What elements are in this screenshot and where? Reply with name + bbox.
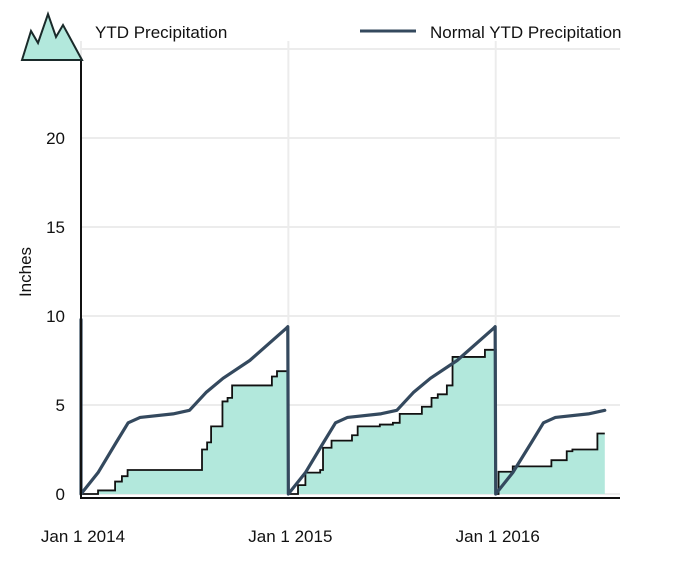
normal-ytd-precipitation-line	[79, 317, 607, 496]
y-axis-label: Inches	[16, 247, 35, 297]
legend: YTD Precipitation Normal YTD Precipitati…	[20, 10, 621, 61]
ytd-precipitation-line	[81, 348, 605, 495]
x-tick-labels: Jan 1 2014 Jan 1 2015 Jan 1 2016	[41, 527, 540, 546]
x-tick-label: Jan 1 2014	[41, 527, 125, 546]
x-tick-label: Jan 1 2015	[248, 527, 332, 546]
mountain-legend-icon	[20, 10, 84, 61]
y-tick-label: 5	[56, 396, 65, 415]
y-tick-label: 10	[46, 307, 65, 326]
y-tick-label: 0	[56, 485, 65, 504]
ytd-precipitation-area	[81, 349, 605, 494]
y-tick-label: 20	[46, 129, 65, 148]
legend-normal-ytd-precipitation: Normal YTD Precipitation	[430, 23, 621, 42]
legend-ytd-precipitation: YTD Precipitation	[95, 23, 227, 42]
x-tick-label: Jan 1 2016	[456, 527, 540, 546]
y-tick-labels: 0 5 10 15 20	[46, 129, 65, 504]
y-tick-label: 15	[46, 218, 65, 237]
gridlines	[80, 41, 620, 495]
